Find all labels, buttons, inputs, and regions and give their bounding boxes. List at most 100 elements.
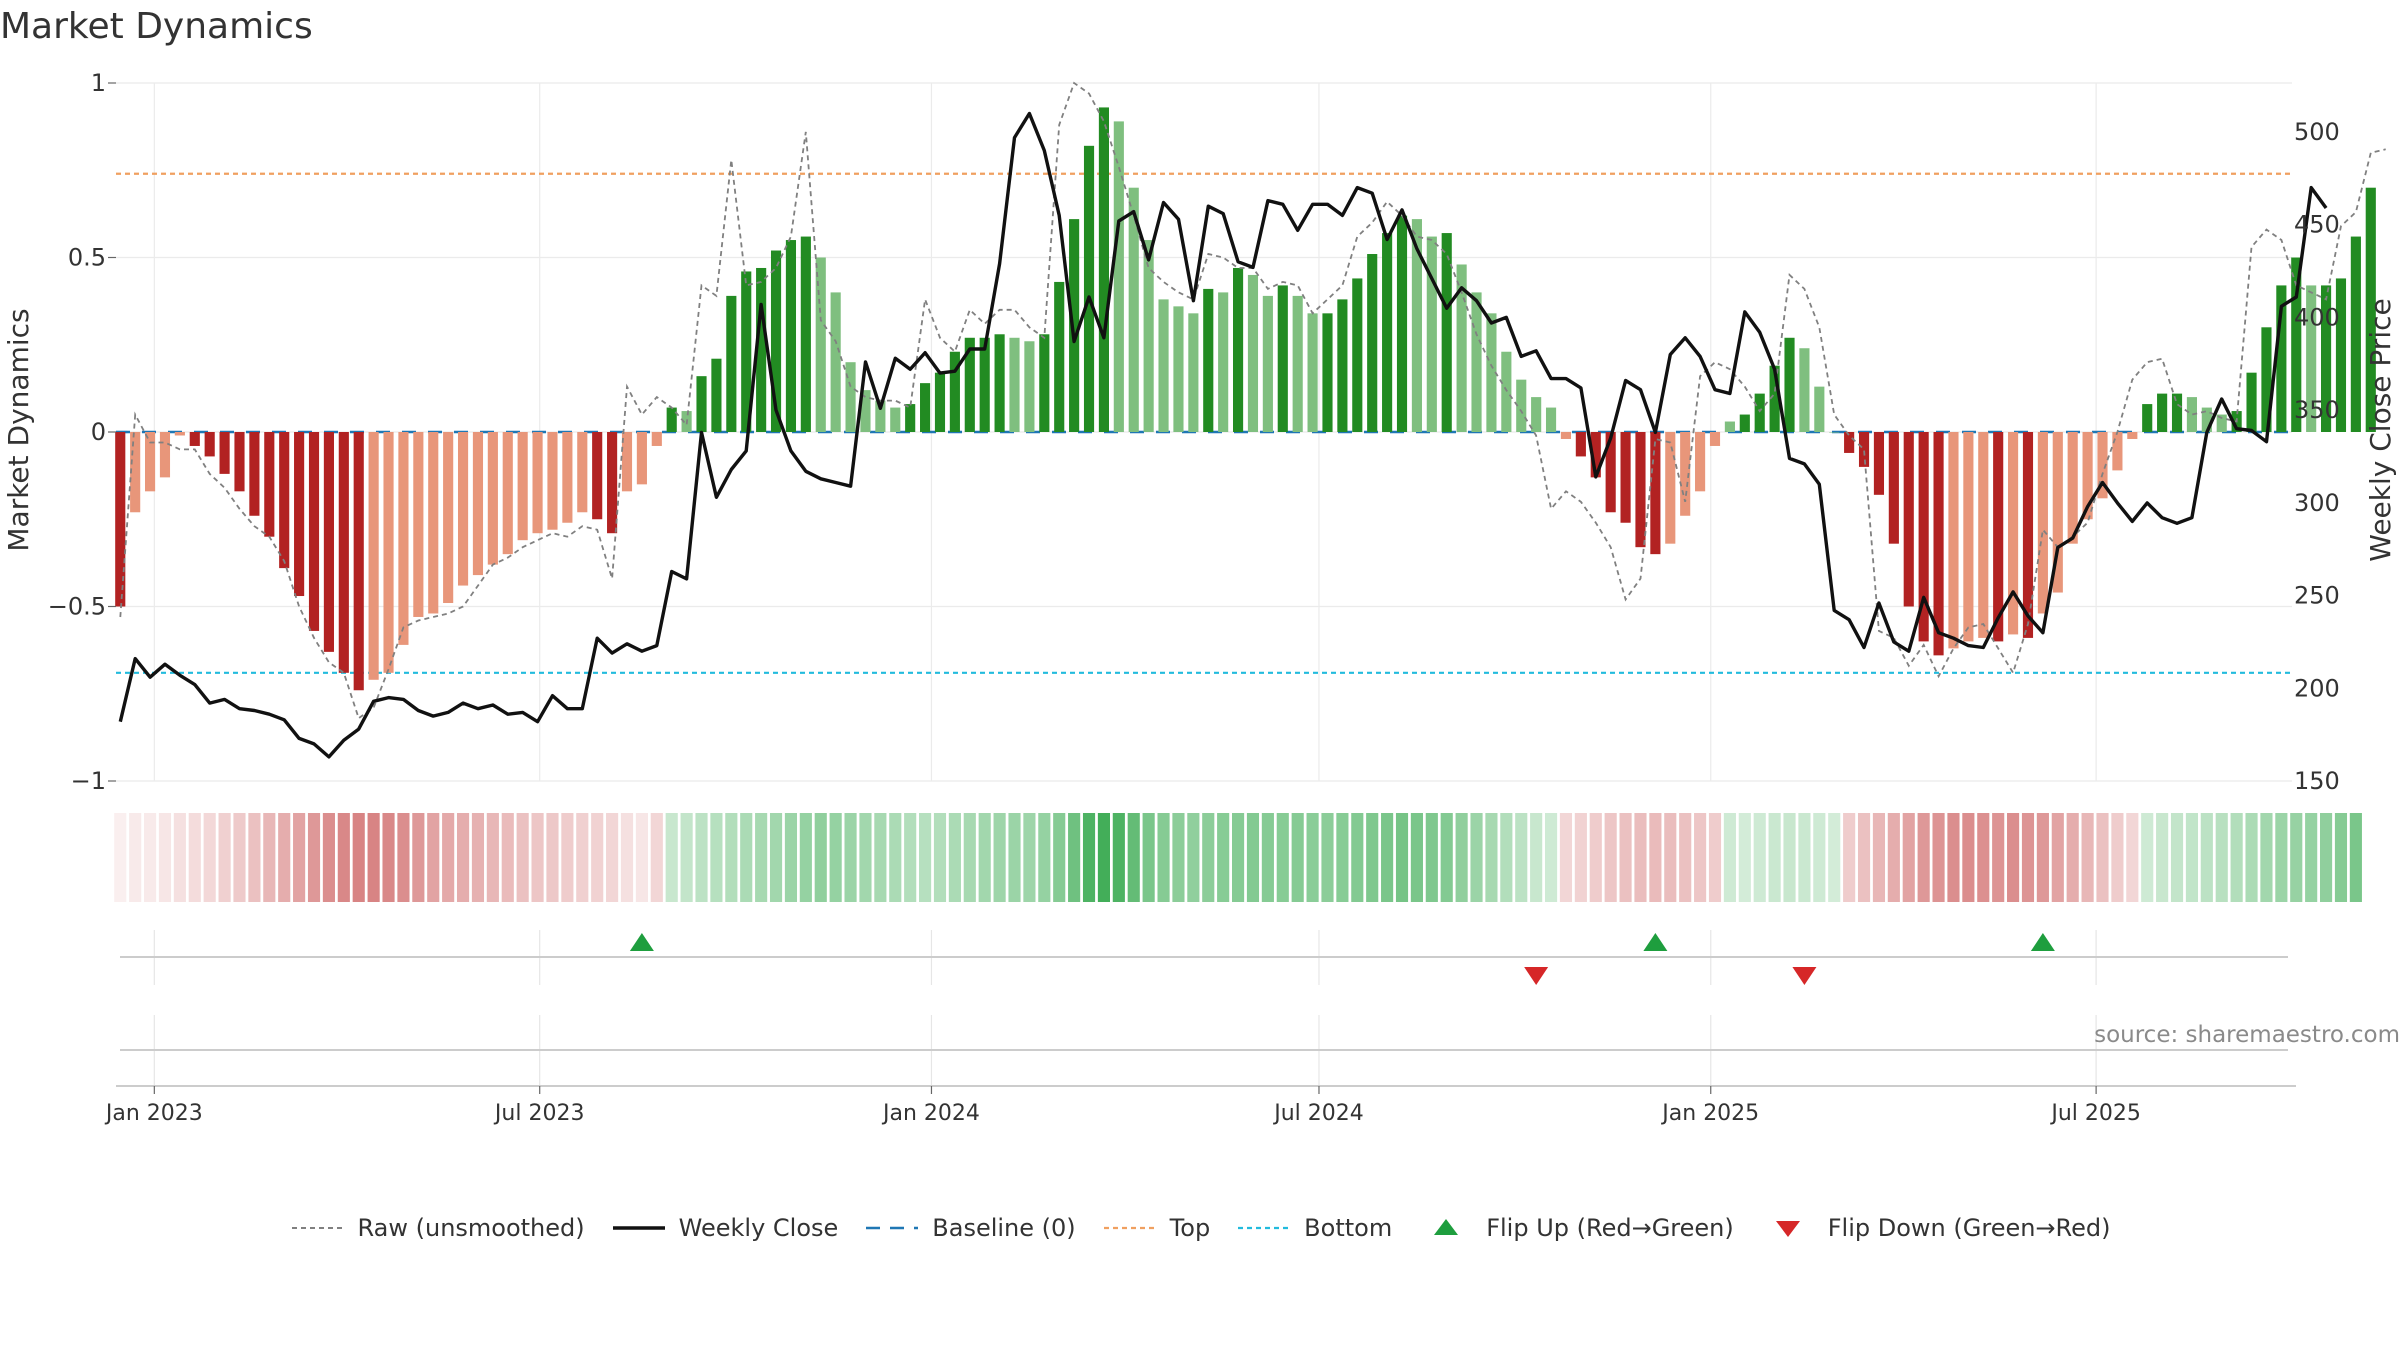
dynamics-bar <box>1873 432 1885 495</box>
strip-cell <box>591 813 604 902</box>
strip-cell <box>1649 813 1662 902</box>
strip-cell <box>1872 813 1886 902</box>
strip-cell <box>2290 813 2303 902</box>
dynamics-bar <box>1173 306 1184 432</box>
strip-cell <box>1321 813 1334 902</box>
strip-cell <box>397 813 410 902</box>
dynamics-bar <box>1948 432 1959 649</box>
strip-cell <box>1768 813 1781 902</box>
strip-cell <box>2111 813 2124 902</box>
dynamics-bar <box>1784 337 1795 432</box>
y-right-tick-label: 250 <box>2294 582 2340 610</box>
dynamics-bar <box>890 407 901 432</box>
dynamics-bar <box>1545 407 1557 432</box>
strip-cell <box>531 813 544 902</box>
dynamics-bar <box>219 432 230 474</box>
dynamics-bar <box>1456 264 1467 432</box>
dynamics-bar <box>2008 432 2019 635</box>
strip-cell <box>1664 813 1677 902</box>
strip-cell <box>1619 813 1632 902</box>
strip-cell <box>680 813 693 902</box>
dynamics-bar <box>562 432 573 523</box>
dynamics-bar <box>800 236 811 432</box>
dynamics-bar <box>845 362 856 432</box>
y-left-tick-label: 0.5 <box>68 244 106 272</box>
dynamics-bar <box>2261 327 2272 432</box>
strip-cell <box>889 813 902 902</box>
strip-cell <box>173 813 186 902</box>
strip-cell <box>2066 813 2079 902</box>
dynamics-bar <box>279 432 290 569</box>
dynamics-bar <box>457 432 469 586</box>
strip-cell <box>1962 813 1975 902</box>
dynamics-bar <box>323 432 334 652</box>
strip-cell <box>1977 813 1990 902</box>
dynamics-bar <box>711 358 722 432</box>
x-tick-label: Jul 2025 <box>2049 1101 2141 1126</box>
legend-swatch <box>1434 1219 1459 1235</box>
strip-cell <box>263 813 276 902</box>
strip-cell <box>710 813 723 902</box>
dynamics-bar <box>1083 145 1095 432</box>
strip-cell <box>143 813 157 902</box>
legend-item: Bottom <box>1236 1214 1392 1242</box>
strip-cell <box>1783 813 1796 902</box>
flip-up-icon <box>2030 933 2055 951</box>
dynamics-bar <box>2171 393 2183 432</box>
strip-cell <box>2036 813 2049 902</box>
strip-cell <box>1857 813 1871 902</box>
dynamics-bar <box>1188 313 1199 432</box>
dynamics-bar <box>651 432 662 446</box>
legend-swatch <box>1775 1221 1800 1237</box>
strip-cell <box>114 813 127 902</box>
dynamics-bar <box>2320 285 2332 432</box>
strip-cell <box>769 813 783 902</box>
strip-cell <box>1008 813 1021 902</box>
strip-cell <box>1708 813 1722 902</box>
dynamics-bar <box>159 432 171 478</box>
flip-down-icon <box>1775 1221 1800 1237</box>
strip-cell <box>1500 813 1513 902</box>
dynamics-bar <box>1009 337 1020 432</box>
strip-cell <box>2260 813 2273 902</box>
dynamics-bar <box>1739 414 1750 432</box>
strip-cell <box>1276 813 1289 902</box>
dynamics-bar <box>2216 414 2227 432</box>
dynamics-bar <box>2022 432 2034 638</box>
reference-lines <box>116 172 2292 674</box>
strip-cell <box>382 813 395 902</box>
strip-cell <box>1485 813 1498 902</box>
dynamics-bar <box>1888 432 1899 544</box>
dynamics-bar <box>1113 121 1124 432</box>
strip-cell <box>2141 813 2154 902</box>
strip-cell <box>486 813 499 902</box>
dynamics-bar <box>964 337 975 432</box>
dynamics-bar <box>1918 432 1929 642</box>
dynamics-bar <box>174 432 185 436</box>
legend-swatch <box>1238 1226 1291 1230</box>
strip-cell <box>2185 813 2198 902</box>
strip-cell <box>725 813 738 902</box>
strip-cell <box>1589 813 1602 902</box>
strip-cell <box>1813 813 1826 902</box>
legend-item: Flip Down (Green→Red) <box>1760 1214 2111 1242</box>
strip-cell <box>1723 813 1736 902</box>
legend-swatch <box>866 1226 919 1230</box>
legend-label: Top <box>1169 1214 1211 1242</box>
dynamics-bar <box>2350 236 2361 432</box>
strip-cell <box>1366 813 1379 902</box>
dynamics-bar <box>1829 432 1840 433</box>
dynamics-bar <box>383 432 394 673</box>
strip-cell <box>963 813 976 902</box>
strip-cell <box>2170 813 2184 902</box>
dynamics-bar <box>1471 292 1482 432</box>
strip-cell <box>1336 813 1349 902</box>
strip-cell <box>1187 813 1200 902</box>
dynamics-bar <box>1531 397 1542 432</box>
dynamics-bar <box>308 432 320 631</box>
strip-cell <box>1202 813 1215 902</box>
strip-cell <box>1798 813 1811 902</box>
strip-cell <box>1127 813 1140 902</box>
strip-cell <box>2334 813 2348 902</box>
